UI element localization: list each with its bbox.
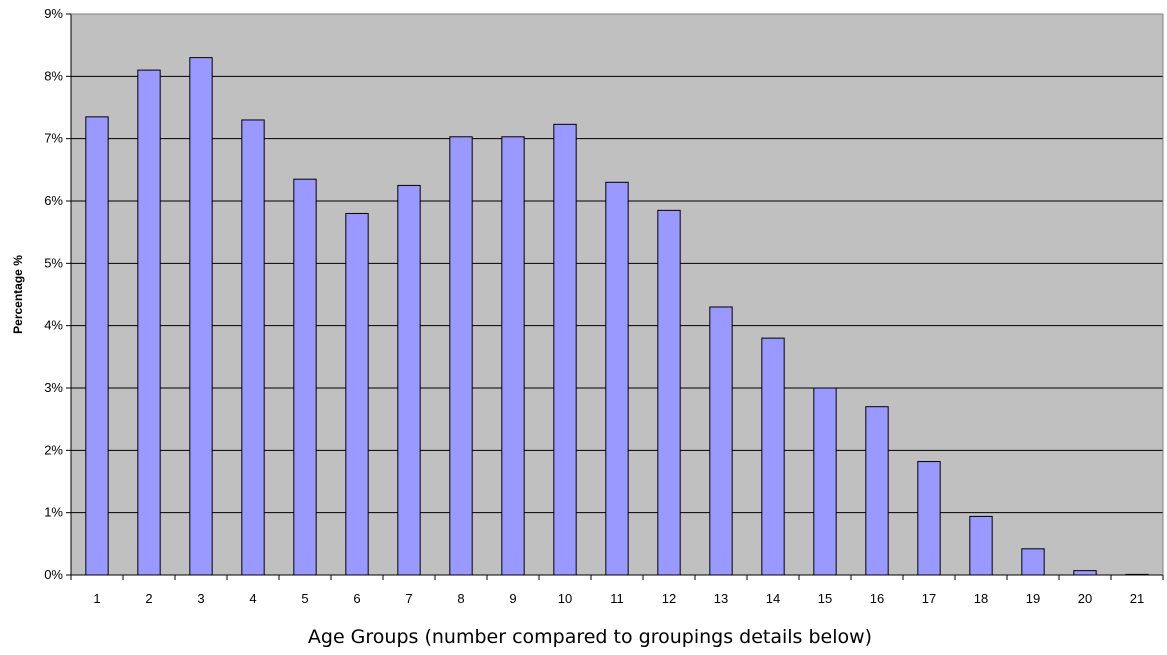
x-tick-label: 6 (353, 591, 360, 606)
bar-2 (137, 69, 161, 576)
x-tick-label: 5 (301, 591, 308, 606)
y-tick-label: 7% (44, 131, 63, 146)
x-tick-label: 20 (1078, 591, 1092, 606)
bar-18 (969, 515, 993, 576)
bar-3 (189, 57, 213, 576)
bar-13 (709, 306, 733, 576)
y-tick-label: 1% (44, 505, 63, 520)
bar-14 (761, 337, 785, 576)
bar-15 (813, 387, 837, 576)
x-tick-label: 12 (662, 591, 676, 606)
bar-6 (345, 212, 369, 576)
x-tick-label: 1 (93, 591, 100, 606)
y-tick-label: 9% (44, 6, 63, 21)
x-axis-title: Age Groups (number compared to groupings… (308, 626, 872, 648)
x-tick-label: 17 (922, 591, 936, 606)
x-tick-label: 9 (509, 591, 516, 606)
bar-10 (553, 123, 577, 576)
x-tick-labels: 1 2 3 4 5 6 7 8 9 10 11 12 13 14 15 16 17 18 19 20 21 (93, 591, 1144, 606)
y-tick-label: 4% (44, 318, 63, 333)
bar-8 (449, 136, 473, 576)
bar-17 (917, 461, 941, 576)
x-tick-label: 21 (1130, 591, 1144, 606)
bar-11 (605, 181, 629, 576)
x-tick-label: 13 (714, 591, 728, 606)
axes (70, 13, 1164, 580)
x-tick-label: 2 (145, 591, 152, 606)
bar-16 (865, 406, 889, 576)
x-tick-label: 10 (558, 591, 572, 606)
bars (85, 57, 1149, 576)
x-tick-label: 11 (610, 591, 624, 606)
bar-12 (657, 209, 681, 576)
bar-7 (397, 184, 421, 576)
x-tick-label: 4 (249, 591, 256, 606)
bar-5 (293, 178, 317, 576)
y-axis-title: Percentage % (11, 255, 25, 334)
x-tick-label: 3 (197, 591, 204, 606)
y-tick-label: 5% (44, 255, 63, 270)
y-tick-labels: 0% 1% 2% 3% 4% 5% 6% 7% 8% 9% (44, 6, 63, 582)
x-tick-label: 15 (818, 591, 832, 606)
x-tick-label: 8 (457, 591, 464, 606)
x-tick-label: 18 (974, 591, 988, 606)
y-tick-label: 2% (44, 442, 63, 457)
x-tick-label: 7 (405, 591, 412, 606)
x-tick-label: 19 (1026, 591, 1040, 606)
y-tick-label: 6% (44, 193, 63, 208)
bar-4 (241, 119, 265, 576)
x-tick-label: 16 (870, 591, 884, 606)
bar-20 (1073, 570, 1097, 576)
bar-9 (501, 136, 525, 576)
x-tick-label: 14 (766, 591, 780, 606)
bar-19 (1021, 548, 1045, 576)
y-tick-label: 0% (44, 567, 63, 582)
y-tick-label: 8% (44, 68, 63, 83)
y-tick-label: 3% (44, 380, 63, 395)
bar-1 (85, 116, 109, 576)
